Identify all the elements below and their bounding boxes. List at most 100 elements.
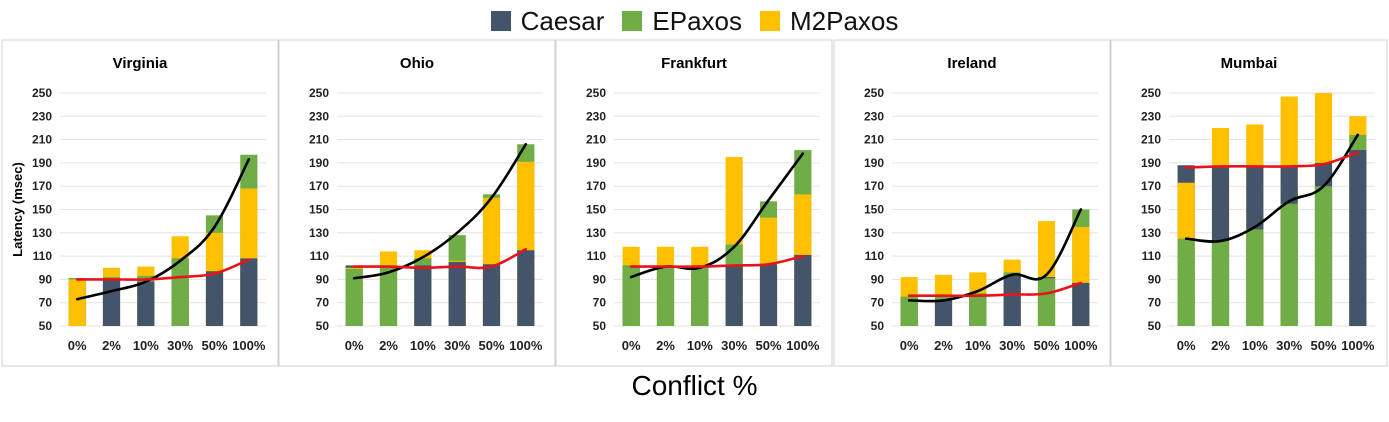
trend-line-m2paxos [1184, 151, 1360, 169]
y-tick-label: 90 [871, 272, 885, 286]
x-tick-label: 30% [999, 338, 1025, 353]
y-tick-label: 150 [32, 203, 52, 217]
y-tick-label: 130 [309, 226, 329, 240]
bar-caesar [1003, 275, 1021, 326]
y-tick-label: 70 [871, 296, 885, 310]
x-axis-label: Conflict % [631, 370, 758, 401]
x-tick-label: 100% [786, 338, 820, 353]
bar-epaxos [1246, 229, 1264, 326]
chart-title: Mumbai [1221, 55, 1278, 72]
legend-label: M2Paxos [790, 5, 899, 36]
x-tick-label: 30% [1276, 338, 1302, 353]
charts-svg: Virginia 50 70 90 110 130 150 170 190 210 230 250 La… [1, 39, 1388, 367]
bar-epaxos [1177, 238, 1195, 326]
trend-line-m2paxos [907, 281, 1083, 298]
y-tick-label: 110 [33, 249, 53, 263]
trend-line-m2paxos [629, 254, 805, 268]
y-tick-label: 250 [32, 86, 52, 100]
legend-item-epaxos: EPaxos [622, 6, 742, 37]
chart-panel-ohio: Ohio 50 70 90 110 130 150 170 190 210 230 250 0% 2% 10… [278, 39, 556, 367]
chart-panel-virginia: Virginia 50 70 90 110 130 150 170 190 210 230 250 La… [1, 39, 279, 367]
y-tick-label: 170 [1141, 179, 1161, 193]
bar-epaxos [900, 296, 918, 326]
trend-line-m2paxos [352, 247, 528, 270]
bar-caesar [517, 250, 535, 326]
y-tick-label: 70 [39, 296, 53, 310]
trend-line-m2paxos [75, 258, 251, 281]
bar-caesar [1072, 282, 1090, 326]
x-tick-label: 10% [1242, 338, 1268, 353]
y-tick-label: 190 [864, 156, 884, 170]
bar-caesar [448, 261, 466, 326]
y-tick-label: 50 [316, 319, 330, 333]
bar-caesar [794, 254, 812, 326]
x-tick-label: 2% [1211, 338, 1230, 353]
bar-epaxos [691, 267, 709, 326]
y-tick-label: 170 [586, 179, 606, 193]
y-tick-label: 50 [871, 319, 885, 333]
bar-epaxos [969, 293, 987, 326]
y-tick-label: 190 [32, 156, 52, 170]
y-tick-label: 150 [864, 203, 884, 217]
y-tick-label: 90 [1148, 272, 1162, 286]
y-tick-label: 110 [865, 249, 885, 263]
bar-caesar [934, 300, 953, 326]
y-tick-label: 70 [316, 296, 330, 310]
x-tick-label: 0% [622, 338, 641, 353]
x-tick-label: 10% [965, 338, 991, 353]
legend-swatch [490, 11, 511, 31]
y-tick-label: 190 [309, 156, 329, 170]
chart-frame [833, 39, 1111, 367]
chart-title: Ireland [947, 55, 996, 72]
y-tick-label: 130 [864, 226, 884, 240]
trend-line-caesar [75, 158, 251, 301]
x-tick-label: 30% [167, 338, 193, 353]
legend: Caesar EPaxos M2Paxos [0, 4, 1389, 38]
bar-caesar [759, 264, 778, 326]
legend-swatch [622, 11, 643, 31]
bar-epaxos [345, 268, 363, 326]
chart-panel-mumbai: Mumbai 50 70 90 110 130 150 170 190 210 230 250 0% 2%… [1110, 39, 1388, 367]
bar-caesar [205, 271, 224, 326]
x-tick-label: 10% [133, 338, 159, 353]
x-tick-label: 100% [509, 338, 543, 353]
legend-item-caesar: Caesar [490, 5, 605, 37]
y-tick-label: 170 [309, 179, 329, 193]
y-tick-label: 230 [864, 109, 884, 123]
y-tick-label: 70 [593, 296, 607, 310]
bar-epaxos [379, 267, 398, 326]
y-tick-label: 210 [1141, 133, 1161, 147]
x-tick-label: 50% [755, 338, 781, 353]
y-tick-label: 110 [587, 249, 607, 263]
x-tick-label: 50% [201, 338, 227, 353]
y-tick-label: 170 [32, 179, 52, 193]
x-tick-label: 10% [687, 338, 713, 353]
x-tick-label: 0% [345, 338, 364, 353]
bar-caesar [1349, 150, 1367, 326]
x-tick-label: 10% [410, 338, 436, 353]
bar-epaxos [656, 267, 675, 326]
y-tick-label: 130 [586, 226, 606, 240]
y-tick-label: 230 [309, 109, 329, 123]
x-tick-label: 2% [102, 338, 121, 353]
bar-epaxos [1314, 186, 1333, 326]
bar-caesar [725, 265, 743, 326]
x-tick-label: 30% [444, 338, 470, 353]
legend-label: Caesar [520, 5, 605, 36]
bar-epaxos [622, 265, 640, 326]
bar-caesar [137, 281, 155, 326]
y-axis-label: Latency (msec) [10, 162, 25, 257]
y-tick-label: 250 [864, 86, 884, 100]
x-tick-label: 100% [1341, 338, 1375, 353]
x-tick-label: 0% [900, 338, 919, 353]
x-tick-label: 2% [656, 338, 675, 353]
bar-caesar [102, 279, 121, 326]
y-tick-label: 230 [32, 109, 52, 123]
y-tick-label: 230 [586, 109, 606, 123]
trend-line-caesar [907, 208, 1083, 303]
y-tick-label: 110 [1142, 249, 1162, 263]
bar-epaxos [171, 258, 189, 326]
x-tick-label: 50% [1310, 338, 1336, 353]
y-tick-label: 90 [316, 272, 330, 286]
y-tick-label: 90 [39, 272, 53, 286]
